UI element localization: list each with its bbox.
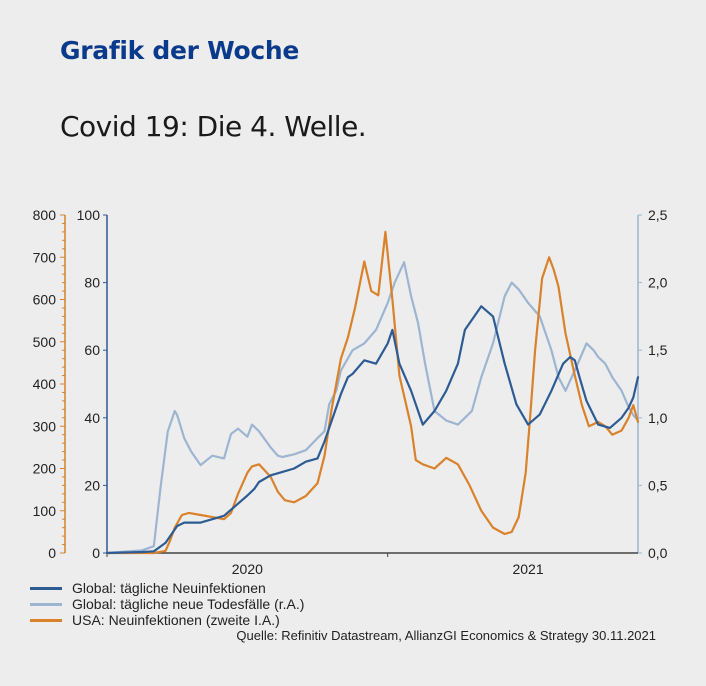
global-deaths-line xyxy=(105,261,640,555)
global-deaths-axis-tick-label: 0,5 xyxy=(648,477,668,493)
global-deaths-axis-tick-label: 2,5 xyxy=(648,207,668,223)
legend-label: Global: tägliche neue Todesfälle (r.A.) xyxy=(72,596,305,612)
global-infections-axis-tick-label: 100 xyxy=(77,207,101,223)
global-deaths-axis-tick-label: 0,0 xyxy=(648,545,668,561)
global-infections-axis-tick-label: 0 xyxy=(92,545,100,561)
legend-item-global-infections: Global: tägliche Neuinfektionen xyxy=(30,580,304,596)
usa-axis-tick-label: 100 xyxy=(33,503,57,519)
x-axis-tick-label: 2020 xyxy=(232,561,263,577)
usa-axis-tick-label: 600 xyxy=(33,292,57,308)
usa-axis-tick-label: 0 xyxy=(48,545,56,561)
usa-axis-tick-label: 700 xyxy=(33,249,57,265)
global-deaths-axis-tick-label: 1,0 xyxy=(648,410,668,426)
usa-axis-tick-label: 500 xyxy=(33,334,57,350)
legend-label: USA: Neuinfektionen (zweite I.A.) xyxy=(72,612,280,628)
usa-axis-tick-label: 300 xyxy=(33,418,57,434)
x-axis-tick-label: 2021 xyxy=(512,561,543,577)
chart-title: Covid 19: Die 4. Welle. xyxy=(60,110,367,143)
global-deaths-axis-tick-label: 1,5 xyxy=(648,342,668,358)
series-lines xyxy=(105,230,640,555)
global-deaths-axis-tick-label: 2,0 xyxy=(648,275,668,291)
legend: Global: tägliche Neuinfektionen Global: … xyxy=(30,580,304,628)
global-infections-axis-tick-label: 60 xyxy=(84,342,100,358)
line-chart: 0 100 200 300 400 500 600 700 800 0 20 40 60 80 100 0,0… xyxy=(33,207,668,577)
global-infections-line xyxy=(105,305,640,555)
legend-swatch xyxy=(30,618,62,622)
usa-axis-tick-label: 400 xyxy=(33,376,57,392)
usa-infections-line xyxy=(105,230,640,555)
legend-item-global-deaths: Global: tägliche neue Todesfälle (r.A.) xyxy=(30,596,304,612)
legend-swatch xyxy=(30,586,62,590)
global-infections-axis-tick-label: 20 xyxy=(84,477,100,493)
legend-swatch xyxy=(30,602,62,606)
usa-axis-tick-label: 800 xyxy=(33,207,57,223)
axes: 0 100 200 300 400 500 600 700 800 0 20 40 60 80 100 0,0… xyxy=(33,207,668,577)
usa-axis-tick-label: 200 xyxy=(33,461,57,477)
brand-title: Grafik der Woche xyxy=(60,36,300,65)
global-infections-axis-tick-label: 40 xyxy=(84,410,100,426)
source-note: Quelle: Refinitiv Datastream, AllianzGI … xyxy=(236,628,656,643)
global-infections-axis-tick-label: 80 xyxy=(84,275,100,291)
legend-item-usa-infections: USA: Neuinfektionen (zweite I.A.) xyxy=(30,612,304,628)
legend-label: Global: tägliche Neuinfektionen xyxy=(72,580,266,596)
